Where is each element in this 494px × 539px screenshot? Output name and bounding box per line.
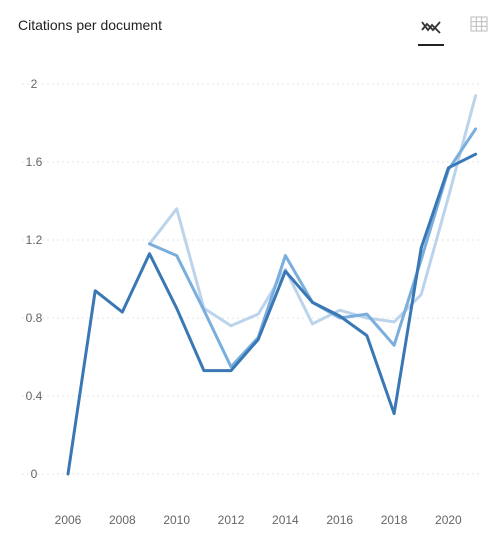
chart-header: Citations per document (0, 0, 494, 60)
x-tick-label: 2010 (163, 513, 190, 527)
line-chart-icon (421, 21, 441, 34)
x-tick-label: 2020 (435, 513, 462, 527)
series-line-3 (66, 152, 478, 476)
y-tick-label: 1.6 (26, 155, 43, 169)
series-lines (66, 94, 478, 476)
y-tick-label: 0 (31, 467, 38, 481)
grid-lines (22, 83, 481, 475)
x-tick-label: 2012 (218, 513, 245, 527)
x-axis-ticks: 2006 2008 2010 2012 2014 2016 2018 2020 (55, 513, 462, 527)
series-line-2 (148, 127, 478, 369)
x-tick-label: 2008 (109, 513, 136, 527)
table-grid-icon (470, 16, 488, 32)
x-tick-label: 2018 (381, 513, 408, 527)
y-axis-ticks: 0 0.4 0.8 1.2 1.6 2 (26, 77, 43, 481)
series-line-1 (148, 94, 478, 328)
x-tick-label: 2014 (272, 513, 299, 527)
chart-title: Citations per document (18, 17, 162, 33)
x-tick-label: 2016 (326, 513, 353, 527)
y-tick-label: 2 (31, 77, 38, 91)
line-view-toggle[interactable] (418, 10, 444, 46)
x-tick-label: 2006 (55, 513, 82, 527)
y-tick-label: 0.8 (26, 311, 43, 325)
y-tick-label: 0.4 (26, 389, 43, 403)
table-view-toggle[interactable] (466, 10, 492, 38)
y-tick-label: 1.2 (26, 233, 43, 247)
